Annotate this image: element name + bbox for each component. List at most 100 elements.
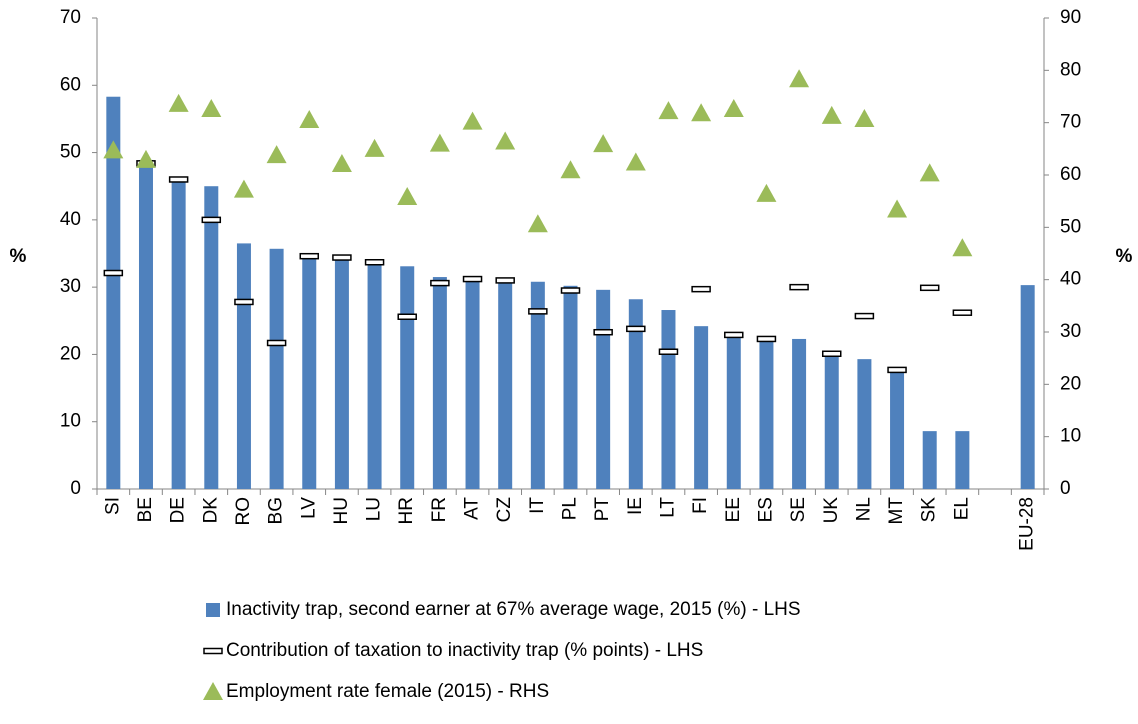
bar (890, 371, 905, 489)
bar (334, 258, 349, 489)
tax-marker (430, 279, 450, 287)
bar (922, 431, 937, 489)
employment-marker (593, 134, 614, 153)
x-tick-label: PT (592, 497, 613, 522)
y2-tick-label: 20 (1060, 373, 1081, 394)
y2-tick-label: 30 (1060, 321, 1081, 342)
x-tick-label: RO (233, 497, 254, 526)
tax-marker (854, 312, 875, 320)
x-tick-label: NL (853, 497, 874, 521)
bar (792, 338, 807, 489)
employment-marker (266, 145, 287, 164)
y-tick-label: 0 (70, 478, 81, 499)
bar (302, 256, 317, 489)
bar (628, 299, 643, 489)
bar (498, 279, 513, 489)
y-axis-label: % (10, 246, 27, 267)
tax-marker (462, 275, 483, 283)
tax-marker (168, 176, 189, 183)
bar (171, 180, 186, 489)
x-tick-label: FI (690, 497, 711, 514)
x-tick-label: DK (200, 497, 221, 524)
tax-marker (821, 350, 842, 358)
tax-marker (397, 313, 417, 320)
legend-label: Contribution of taxation to inactivity t… (226, 640, 703, 661)
employment-marker (723, 99, 744, 118)
x-tick-label: BG (266, 497, 287, 524)
y-tick-label: 70 (60, 7, 81, 28)
tax-marker (952, 309, 973, 316)
x-tick-label: HU (331, 497, 352, 524)
employment-marker (821, 105, 842, 124)
employment-marker (364, 138, 385, 157)
bar (955, 431, 970, 489)
bar (236, 243, 251, 489)
legend-label: Inactivity trap, second earner at 67% av… (226, 599, 801, 620)
bar (432, 277, 447, 489)
y-tick-label: 10 (60, 411, 81, 432)
x-tick-label: DE (168, 497, 189, 523)
x-tick-label: SI (102, 497, 123, 515)
bar (138, 159, 153, 490)
y-tick-label: 50 (60, 142, 81, 163)
x-tick-label: LU (364, 497, 385, 521)
x-tick-label: MT (886, 497, 907, 525)
employment-marker (299, 110, 320, 129)
x-tick-label: CZ (494, 497, 515, 523)
y2-tick-label: 60 (1060, 164, 1081, 185)
bar (1020, 285, 1035, 489)
x-tick-label: EE (723, 497, 744, 522)
employment-marker (527, 214, 548, 233)
x-tick-label: AT (462, 497, 483, 520)
bar (106, 96, 121, 489)
x-tick-label: IE (625, 497, 646, 515)
tax-marker (560, 287, 581, 294)
x-tick-label: EL (951, 497, 972, 520)
employment-marker (135, 149, 156, 168)
x-tick-label: EU-28 (1017, 497, 1038, 551)
bar (530, 281, 545, 489)
bar (563, 285, 578, 489)
employment-marker (103, 140, 124, 159)
tax-marker (919, 284, 940, 292)
bar (367, 262, 382, 489)
tax-marker (756, 335, 777, 343)
y2-tick-label: 90 (1060, 7, 1081, 28)
tax-marker (266, 339, 287, 347)
bar (596, 289, 611, 489)
x-tick-label: LT (657, 497, 678, 518)
bar (759, 340, 774, 489)
y2-tick-label: 80 (1060, 59, 1081, 80)
employment-marker (691, 103, 712, 122)
y2-tick-label: 40 (1060, 269, 1081, 290)
employment-marker (789, 69, 810, 88)
x-tick-label: LV (298, 497, 319, 519)
x-tick-label: FR (429, 497, 450, 522)
employment-marker (952, 238, 973, 257)
y2-tick-label: 50 (1060, 216, 1081, 237)
tax-marker (724, 331, 744, 339)
y-tick-label: 20 (60, 343, 81, 364)
bar (400, 266, 415, 489)
y2-tick-label: 10 (1060, 426, 1081, 447)
employment-marker (462, 111, 483, 130)
y-tick-label: 30 (60, 276, 81, 297)
legend-swatch (203, 647, 223, 655)
bar (204, 186, 219, 489)
employment-marker (560, 160, 581, 179)
employment-marker (397, 186, 418, 205)
employment-marker (495, 131, 516, 150)
x-tick-label: UK (821, 497, 842, 524)
x-tick-label: PL (560, 497, 581, 520)
employment-marker (201, 99, 222, 118)
x-tick-label: HR (396, 497, 417, 524)
tax-marker (528, 308, 548, 315)
employment-marker (168, 93, 189, 112)
y2-tick-label: 70 (1060, 112, 1081, 133)
x-tick-label: IT (527, 497, 548, 514)
tax-marker (658, 348, 679, 355)
employment-marker (919, 163, 940, 182)
y-tick-label: 60 (60, 74, 81, 95)
tax-marker (103, 269, 124, 277)
